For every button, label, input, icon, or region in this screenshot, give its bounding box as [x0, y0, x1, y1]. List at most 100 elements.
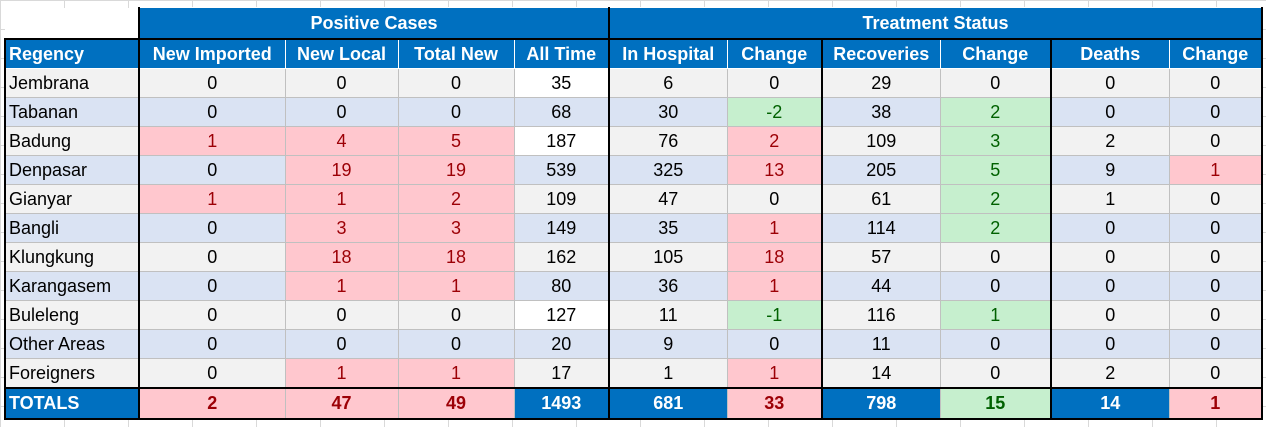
value-cell[interactable]: 0 [1050, 97, 1170, 127]
value-cell[interactable]: 76 [608, 126, 728, 156]
value-cell[interactable]: 0 [284, 97, 399, 127]
value-cell[interactable]: 0 [1050, 271, 1170, 301]
value-cell[interactable]: 0 [939, 358, 1052, 389]
regency-name-cell[interactable]: Other Areas [4, 329, 140, 359]
value-cell[interactable]: 205 [821, 155, 941, 185]
value-cell[interactable]: 105 [608, 242, 728, 272]
total-value-cell[interactable]: 798 [821, 387, 941, 420]
value-cell[interactable]: 0 [1168, 329, 1263, 359]
header-all-time[interactable]: All Time [513, 38, 610, 69]
value-cell[interactable]: 2 [939, 213, 1052, 243]
value-cell[interactable]: 1 [726, 358, 823, 389]
value-cell[interactable]: 13 [726, 155, 823, 185]
value-cell[interactable]: 29 [821, 68, 941, 98]
value-cell[interactable]: 0 [1050, 300, 1170, 330]
value-cell[interactable]: 0 [138, 271, 286, 301]
value-cell[interactable]: 5 [397, 126, 515, 156]
value-cell[interactable]: 149 [513, 213, 610, 243]
value-cell[interactable]: 61 [821, 184, 941, 214]
group-treatment-status[interactable]: Treatment Status [608, 7, 1263, 40]
header-new-imported[interactable]: New Imported [138, 38, 286, 69]
value-cell[interactable]: 1 [397, 358, 515, 389]
value-cell[interactable]: 0 [939, 242, 1052, 272]
value-cell[interactable]: 1 [138, 126, 286, 156]
total-value-cell[interactable]: 14 [1050, 387, 1170, 420]
value-cell[interactable]: 0 [284, 300, 399, 330]
value-cell[interactable]: 0 [1168, 126, 1263, 156]
value-cell[interactable]: 0 [939, 271, 1052, 301]
value-cell[interactable]: 14 [821, 358, 941, 389]
value-cell[interactable]: 2 [939, 97, 1052, 127]
value-cell[interactable]: -1 [726, 300, 823, 330]
value-cell[interactable]: 1 [284, 271, 399, 301]
value-cell[interactable]: 11 [821, 329, 941, 359]
value-cell[interactable]: -2 [726, 97, 823, 127]
value-cell[interactable]: 18 [284, 242, 399, 272]
value-cell[interactable]: 18 [397, 242, 515, 272]
header-recoveries-change[interactable]: Change [939, 38, 1052, 69]
regency-name-cell[interactable]: Badung [4, 126, 140, 156]
header-new-local[interactable]: New Local [284, 38, 399, 69]
blank-cell[interactable] [5, 7, 140, 40]
value-cell[interactable]: 0 [1168, 213, 1263, 243]
value-cell[interactable]: 11 [608, 300, 728, 330]
value-cell[interactable]: 0 [1168, 242, 1263, 272]
value-cell[interactable]: 0 [726, 184, 823, 214]
regency-name-cell[interactable]: Karangasem [4, 271, 140, 301]
value-cell[interactable]: 1 [608, 358, 728, 389]
value-cell[interactable]: 0 [1050, 329, 1170, 359]
value-cell[interactable]: 36 [608, 271, 728, 301]
value-cell[interactable]: 0 [1168, 300, 1263, 330]
header-regency[interactable]: Regency [4, 38, 140, 69]
value-cell[interactable]: 3 [939, 126, 1052, 156]
header-total-new[interactable]: Total New [397, 38, 515, 69]
total-value-cell[interactable]: 681 [608, 387, 728, 420]
value-cell[interactable]: 0 [284, 329, 399, 359]
value-cell[interactable]: 162 [513, 242, 610, 272]
value-cell[interactable]: 9 [1050, 155, 1170, 185]
value-cell[interactable]: 0 [939, 329, 1052, 359]
header-in-hospital[interactable]: In Hospital [608, 38, 728, 69]
value-cell[interactable]: 0 [1168, 184, 1263, 214]
value-cell[interactable]: 2 [1050, 358, 1170, 389]
value-cell[interactable]: 539 [513, 155, 610, 185]
total-value-cell[interactable]: 1 [1168, 387, 1263, 420]
value-cell[interactable]: 0 [138, 300, 286, 330]
header-deaths-change[interactable]: Change [1168, 38, 1263, 69]
value-cell[interactable]: 1 [1050, 184, 1170, 214]
regency-name-cell[interactable]: Gianyar [4, 184, 140, 214]
total-value-cell[interactable]: 1493 [513, 387, 610, 420]
header-deaths[interactable]: Deaths [1050, 38, 1170, 69]
value-cell[interactable]: 1 [138, 184, 286, 214]
value-cell[interactable]: 0 [1050, 213, 1170, 243]
value-cell[interactable]: 1 [397, 271, 515, 301]
value-cell[interactable]: 1 [726, 213, 823, 243]
total-value-cell[interactable]: 2 [138, 387, 286, 420]
regency-name-cell[interactable]: Klungkung [4, 242, 140, 272]
value-cell[interactable]: 5 [939, 155, 1052, 185]
total-value-cell[interactable]: 15 [939, 387, 1052, 420]
value-cell[interactable]: 0 [1168, 358, 1263, 389]
value-cell[interactable]: 0 [397, 300, 515, 330]
total-value-cell[interactable]: 33 [726, 387, 823, 420]
value-cell[interactable]: 4 [284, 126, 399, 156]
value-cell[interactable]: 0 [284, 68, 399, 98]
value-cell[interactable]: 1 [1168, 155, 1263, 185]
value-cell[interactable]: 127 [513, 300, 610, 330]
header-recoveries[interactable]: Recoveries [821, 38, 941, 69]
value-cell[interactable]: 19 [397, 155, 515, 185]
value-cell[interactable]: 0 [138, 155, 286, 185]
value-cell[interactable]: 1 [284, 358, 399, 389]
value-cell[interactable]: 9 [608, 329, 728, 359]
value-cell[interactable]: 0 [138, 97, 286, 127]
regency-name-cell[interactable]: Tabanan [4, 97, 140, 127]
value-cell[interactable]: 57 [821, 242, 941, 272]
value-cell[interactable]: 0 [1168, 271, 1263, 301]
value-cell[interactable]: 0 [138, 358, 286, 389]
value-cell[interactable]: 187 [513, 126, 610, 156]
value-cell[interactable]: 0 [397, 97, 515, 127]
value-cell[interactable]: 47 [608, 184, 728, 214]
value-cell[interactable]: 0 [1050, 68, 1170, 98]
value-cell[interactable]: 1 [939, 300, 1052, 330]
regency-name-cell[interactable]: Buleleng [4, 300, 140, 330]
